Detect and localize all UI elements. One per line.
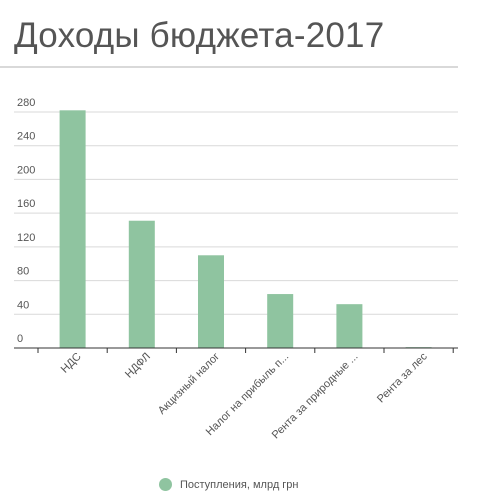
x-tick-label: Рента за лес	[375, 350, 430, 405]
chart-title: Доходы бюджета-2017	[14, 16, 385, 55]
bars	[59, 110, 432, 348]
x-tick-label: НДС	[59, 351, 84, 376]
bar	[128, 220, 155, 348]
bar	[267, 294, 294, 348]
x-tick-label: НДФЛ	[123, 351, 153, 381]
y-axis-ticks: 0 40 80 120 160 200 240 280	[17, 97, 35, 345]
x-axis	[14, 347, 458, 353]
legend-label: Поступления, млрд грн	[180, 478, 299, 491]
gridlines	[14, 111, 458, 315]
x-tick-label: Акцизный налог	[156, 351, 222, 417]
bar	[336, 304, 363, 348]
bar	[59, 110, 86, 348]
y-tick-label: 200	[17, 164, 35, 176]
legend: Поступления, млрд грн	[159, 478, 299, 491]
y-tick-label: 40	[17, 299, 29, 311]
y-tick-label: 80	[17, 266, 29, 278]
legend-swatch-icon	[159, 478, 172, 491]
bar	[198, 255, 224, 348]
title-divider	[0, 66, 458, 68]
y-tick-label: 160	[17, 198, 35, 210]
y-tick-label: 240	[17, 131, 35, 143]
y-tick-label: 0	[17, 333, 23, 345]
y-tick-label: 280	[17, 97, 35, 109]
y-tick-label: 120	[17, 232, 35, 244]
